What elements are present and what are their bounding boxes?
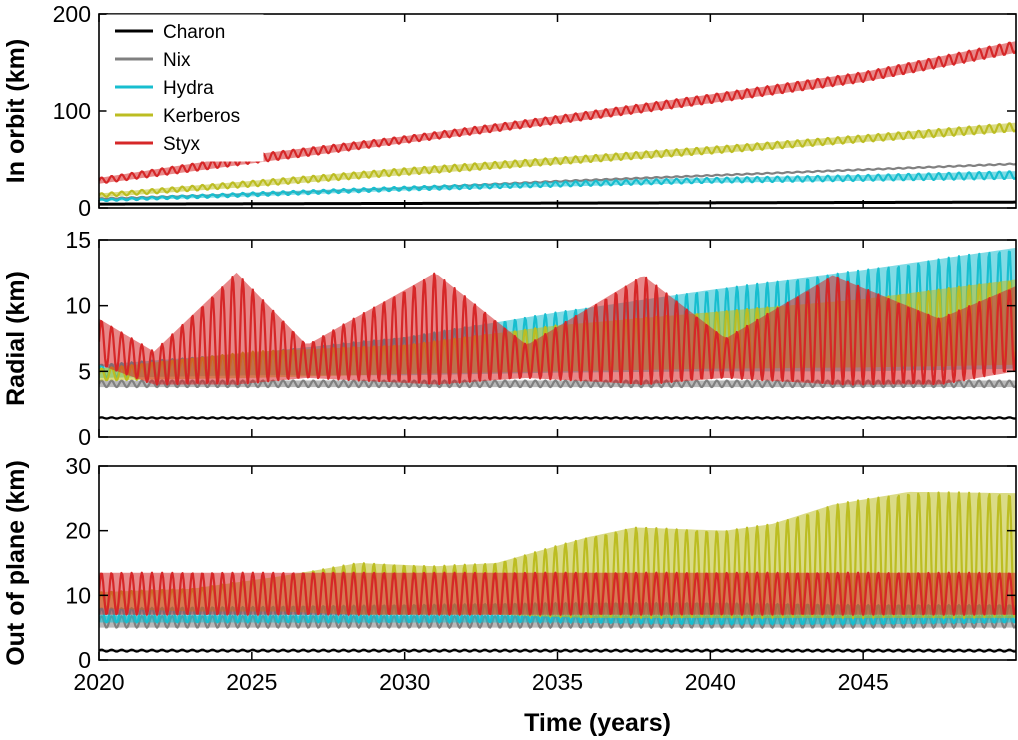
x-tick-label-2020: 2020 (73, 669, 124, 695)
y-tick-label-in-orbit-100: 100 (53, 98, 91, 124)
y-tick-label-out-of-plane-20: 20 (65, 518, 91, 544)
x-tick-label-2035: 2035 (532, 669, 583, 695)
y-tick-label-radial-0: 0 (78, 424, 91, 450)
x-tick-label-2025: 2025 (226, 669, 277, 695)
legend-label-kerberos: Kerberos (163, 106, 240, 127)
y-tick-label-out-of-plane-10: 10 (65, 582, 91, 608)
y-tick-label-out-of-plane-30: 30 (65, 453, 91, 479)
y-tick-label-radial-10: 10 (65, 293, 91, 319)
series-band-styx-radial (99, 272, 1016, 385)
y-tick-label-out-of-plane-0: 0 (78, 647, 91, 673)
legend-label-charon: Charon (163, 22, 225, 43)
series-band-hydra-in-orbit (99, 171, 1016, 202)
y-tick-label-in-orbit-0: 0 (78, 195, 91, 221)
series-line-charon-out-of-plane (99, 648, 1016, 653)
x-axis-label: Time (years) (524, 709, 671, 737)
y-tick-label-radial-15: 15 (65, 227, 91, 253)
x-tick-label-2040: 2040 (685, 669, 736, 695)
series-line-styx-out-of-plane (99, 571, 1016, 616)
x-tick-label-2030: 2030 (379, 669, 430, 695)
legend-label-styx: Styx (163, 134, 200, 155)
y-axis-label-radial: Radial (km) (2, 271, 30, 406)
series-line-styx-radial (99, 272, 1016, 386)
panel-radial: 0 5 10 15 Radial (km) (2, 227, 1017, 450)
x-tick-label-2045: 2045 (838, 669, 889, 695)
legend-label-nix: Nix (163, 50, 191, 71)
panel-in-orbit: 0 100 200 In orbit (km) Charon Nix Hydra Kerb… (2, 1, 1017, 221)
legend: Charon Nix Hydra Kerberos Styx (106, 14, 264, 162)
y-axis-label-in-orbit: In orbit (km) (2, 39, 30, 183)
y-tick-label-radial-5: 5 (78, 358, 91, 384)
series-line-hydra-in-orbit (99, 170, 1016, 203)
y-tick-label-in-orbit-200: 200 (53, 1, 91, 27)
legend-label-hydra: Hydra (163, 78, 214, 99)
series-line-kerberos-in-orbit (99, 122, 1016, 198)
series-line-charon-radial (99, 416, 1016, 420)
series-band-styx-in-orbit (99, 41, 1016, 184)
y-axis-label-out-of-plane: Out of plane (km) (2, 460, 30, 666)
